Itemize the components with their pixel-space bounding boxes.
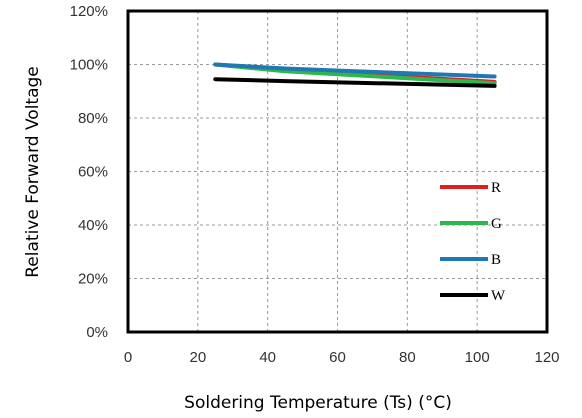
y-tick-label: 120% [70,3,108,20]
x-tick-label: 120 [534,349,559,366]
y-tick-label: 20% [78,271,108,288]
y-tick-label: 80% [78,110,108,127]
y-axis-ticks: 0% 20% 40% 60% 80% 100% 120% [70,3,108,341]
legend: R G B W [440,180,506,304]
x-tick-label: 60 [329,349,346,366]
plot-frame [126,9,549,334]
x-tick-label: 100 [465,349,490,366]
x-tick-label: 80 [399,349,416,366]
x-axis-label: Soldering Temperature (Ts) (°C) [184,393,452,413]
y-tick-label: 60% [78,164,108,181]
y-tick-label: 100% [70,57,108,74]
x-tick-label: 0 [124,349,132,366]
legend-label-r: R [491,180,501,196]
series-line-w [213,77,497,88]
legend-label-w: W [491,288,506,304]
y-tick-label: 0% [86,324,108,341]
series-lines [213,62,497,88]
x-tick-label: 40 [259,349,276,366]
grid-lines [128,11,547,332]
y-tick-label: 40% [78,217,108,234]
x-axis-ticks: 0 20 40 60 80 100 120 [124,349,560,366]
series-line-b [213,62,497,79]
y-axis-label: Relative Forward Voltage [23,66,43,278]
legend-label-b: B [491,252,501,268]
legend-label-g: G [491,216,502,232]
x-tick-label: 20 [189,349,206,366]
